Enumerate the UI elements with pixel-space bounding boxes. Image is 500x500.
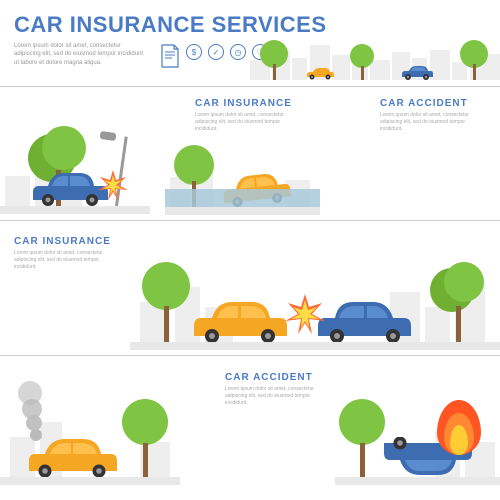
section-body: Lorem ipsum dolor sit amet, consectetur …: [14, 250, 104, 271]
section-body: Lorem ipsum dolor sit amet, consectetur …: [225, 386, 315, 407]
collision-car-yellow: [190, 296, 290, 342]
divider: [0, 220, 500, 221]
panel-breakdown: [0, 365, 180, 485]
clock-icon: ◷: [230, 44, 246, 60]
tree: [430, 262, 486, 342]
breakdown-smoke: [18, 381, 58, 441]
tree: [350, 44, 376, 80]
panel-lamp-crash: [0, 94, 150, 214]
header-car-yellow: [305, 66, 335, 80]
crash-explosion: [98, 170, 128, 200]
tree: [138, 262, 194, 342]
section-body: Lorem ipsum dolor sit amet, consectetur …: [380, 112, 470, 133]
tree: [260, 40, 290, 80]
tree: [118, 399, 172, 477]
panel-flood: [165, 145, 320, 215]
panel-fire: [335, 365, 500, 485]
header-body-text: Lorem ipsum dolor sit amet, consectetur …: [14, 42, 144, 67]
flood-water: [165, 189, 320, 207]
section-title: CAR INSURANCE: [195, 98, 292, 109]
panel-collision: [130, 230, 500, 350]
document-icon: [160, 44, 180, 68]
check-icon: ✓: [208, 44, 224, 60]
header-scene: [250, 30, 500, 80]
section-title: CAR ACCIDENT: [380, 98, 468, 109]
section-title: CAR INSURANCE: [14, 236, 111, 247]
collision-explosion: [285, 294, 325, 334]
section-body: Lorem ipsum dolor sit amet, consectetur …: [195, 112, 285, 133]
car-fire: [435, 395, 485, 455]
dollar-icon: $: [186, 44, 202, 60]
header-car-blue: [400, 64, 434, 80]
collision-car-blue: [315, 296, 415, 342]
section-title: CAR ACCIDENT: [225, 372, 313, 383]
divider: [0, 86, 500, 87]
tree: [460, 40, 490, 80]
divider: [0, 355, 500, 356]
